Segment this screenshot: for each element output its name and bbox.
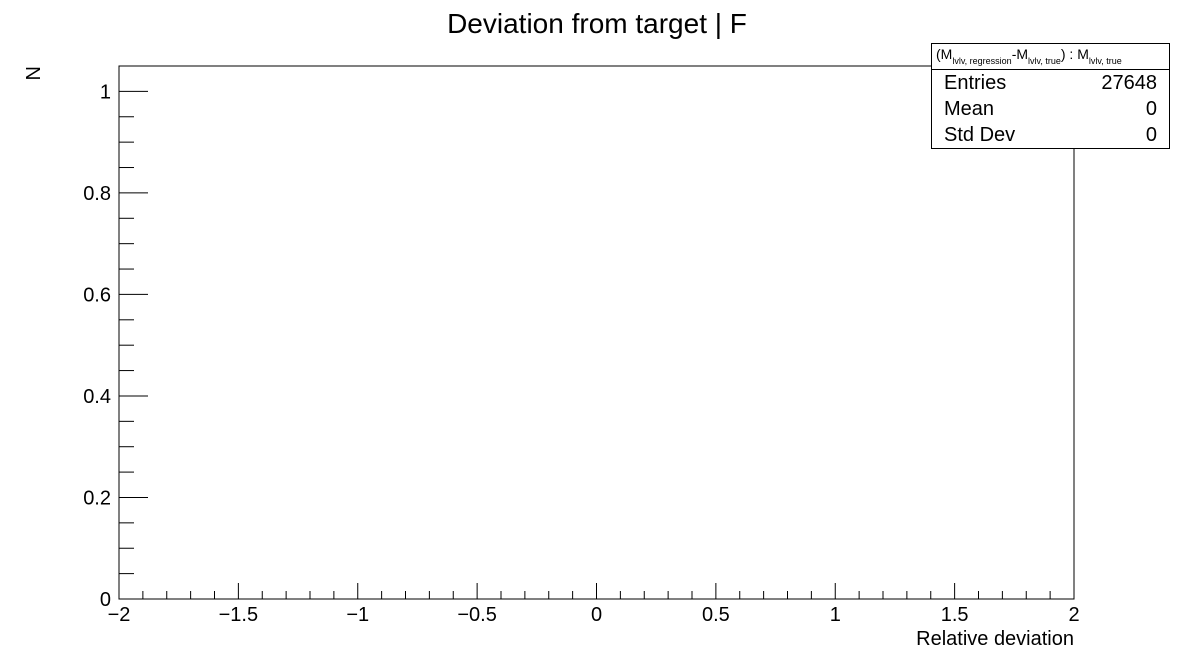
x-tick-label: −1.5 [219,604,258,626]
y-tick-label: 0 [100,589,111,611]
x-tick-label: 2 [1068,604,1079,626]
stats-title-subscript: lvlv, regression [952,56,1012,66]
x-axis-label: Relative deviation [916,628,1074,650]
stats-row-entries: Entries 27648 [932,70,1169,96]
x-tick-label: 0 [591,604,602,626]
y-tick-label: 0.8 [83,183,111,205]
chart-title: Deviation from target | F [447,8,747,39]
y-tick-label: 0.2 [83,487,111,509]
mean-value: 0 [1145,98,1157,120]
y-tick-label: 0.4 [83,386,111,408]
entries-value: 27648 [1101,72,1157,94]
stats-title-part: ) : M [1060,46,1089,62]
stats-row-std-dev: Std Dev 0 [932,122,1169,148]
stats-title-part: -M [1011,46,1029,62]
stats-title-subscript: lvlv, true [1088,56,1122,66]
x-tick-label: −2 [108,604,131,626]
x-axis: −2 −1.5 −1 −0.5 0 0.5 1 1.5 2 [108,583,1080,626]
stats-box: (Mlvlv, regression-Mlvlv, true) : Mlvlv,… [931,43,1170,149]
stats-box-title: (Mlvlv, regression-Mlvlv, true) : Mlvlv,… [932,44,1169,70]
std-dev-label: Std Dev [944,124,1016,146]
y-tick-label: 1 [100,81,111,103]
x-tick-label: 0.5 [702,604,730,626]
stats-title-subscript: lvlv, true [1028,56,1061,66]
y-axis-label: N [23,66,45,80]
x-tick-label: 1.5 [941,604,969,626]
std-dev-value: 0 [1145,124,1157,146]
y-axis: 0 0.2 0.4 0.6 0.8 1 [83,65,148,611]
x-tick-label: 1 [830,604,841,626]
entries-label: Entries [944,72,1007,94]
y-tick-label: 0.6 [83,284,111,306]
x-tick-label: −0.5 [457,604,496,626]
x-tick-label: −1 [346,604,369,626]
stats-title-part: (M [936,46,953,62]
mean-label: Mean [944,98,995,120]
stats-row-mean: Mean 0 [932,96,1169,122]
